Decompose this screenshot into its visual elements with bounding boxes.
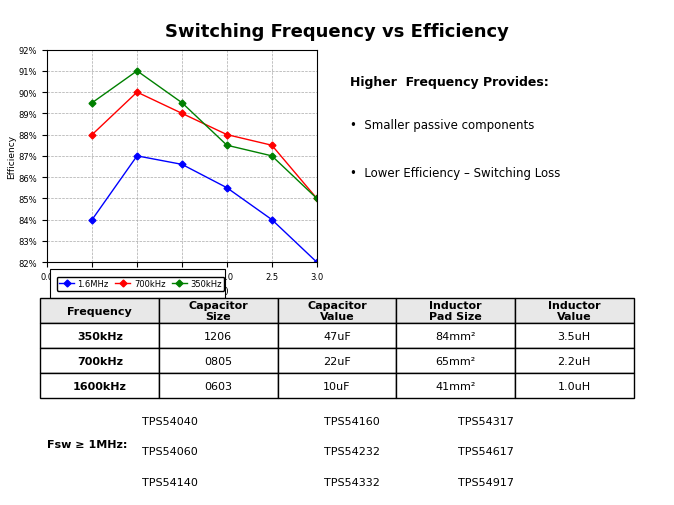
Text: TPS54332: TPS54332 — [324, 477, 379, 487]
Text: TPS54040: TPS54040 — [142, 416, 197, 426]
350kHz — [178, 100, 186, 107]
700kHz — [313, 196, 321, 202]
Text: TPS54060: TPS54060 — [142, 446, 197, 457]
350kHz — [223, 143, 231, 149]
700kHz — [178, 111, 186, 117]
1.6MHz — [88, 217, 96, 223]
Y-axis label: Efficiency: Efficiency — [7, 134, 16, 179]
Text: TPS54917: TPS54917 — [458, 477, 514, 487]
Text: •  Smaller passive components: • Smaller passive components — [350, 118, 534, 131]
350kHz — [313, 196, 321, 202]
Text: TPS54317: TPS54317 — [458, 416, 514, 426]
1.6MHz — [313, 260, 321, 266]
Text: TPS54617: TPS54617 — [458, 446, 514, 457]
350kHz — [268, 154, 276, 160]
700kHz — [223, 132, 231, 138]
FancyBboxPatch shape — [50, 270, 225, 299]
Text: TPS54160: TPS54160 — [324, 416, 379, 426]
Text: Higher  Frequency Provides:: Higher Frequency Provides: — [350, 76, 549, 89]
1.6MHz — [133, 154, 141, 160]
Text: Switching Frequency vs Efficiency: Switching Frequency vs Efficiency — [165, 23, 509, 41]
Legend: 1.6MHz, 700kHz, 350kHz: 1.6MHz, 700kHz, 350kHz — [57, 277, 224, 291]
1.6MHz — [268, 217, 276, 223]
X-axis label: Load Current (Amps): Load Current (Amps) — [135, 287, 229, 296]
Text: TPS54140: TPS54140 — [142, 477, 197, 487]
1.6MHz — [178, 162, 186, 168]
700kHz — [88, 132, 96, 138]
350kHz — [133, 69, 141, 75]
Text: TPS54232: TPS54232 — [324, 446, 379, 457]
700kHz — [268, 143, 276, 149]
350kHz — [88, 100, 96, 107]
Line: 350kHz: 350kHz — [90, 69, 319, 201]
700kHz — [133, 90, 141, 96]
1.6MHz — [223, 185, 231, 191]
Text: •  Lower Efficiency – Switching Loss: • Lower Efficiency – Switching Loss — [350, 167, 560, 180]
Line: 1.6MHz: 1.6MHz — [90, 154, 319, 265]
Line: 700kHz: 700kHz — [90, 90, 319, 201]
Text: Fsw ≥ 1MHz:: Fsw ≥ 1MHz: — [47, 439, 127, 449]
